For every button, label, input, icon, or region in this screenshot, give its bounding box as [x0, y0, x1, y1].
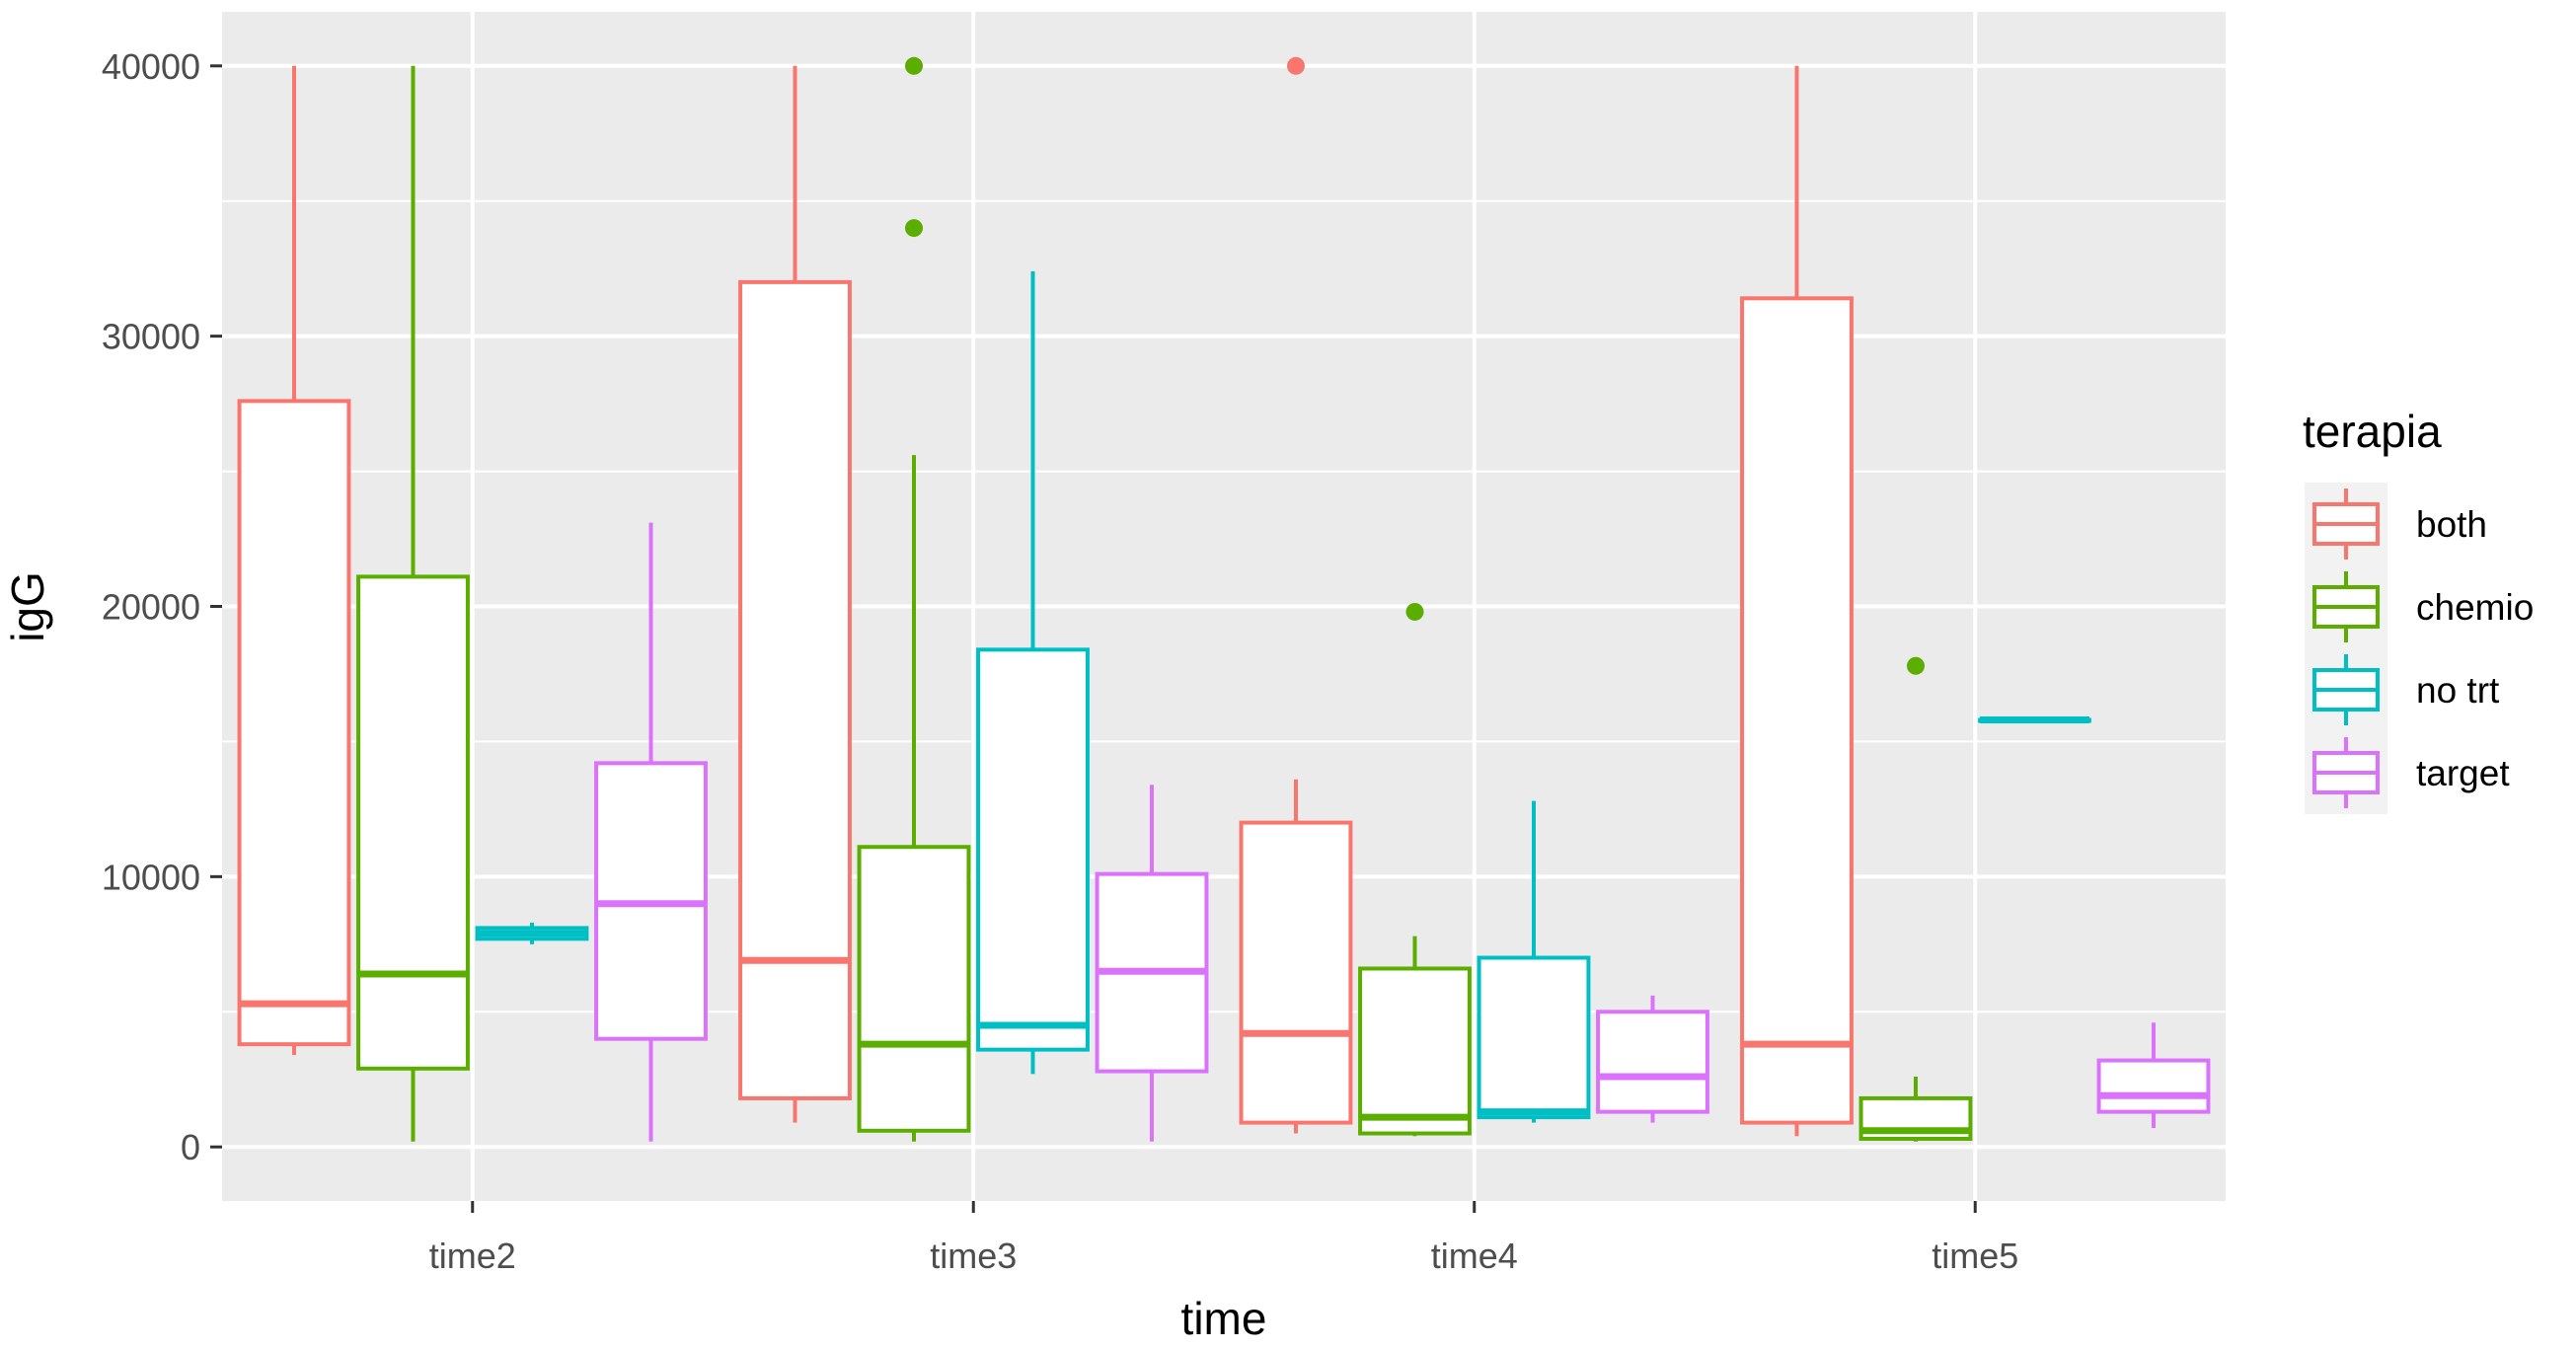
box-iqr [237, 399, 351, 1047]
box-no-trt-time3 [976, 270, 1090, 1075]
legend-keys: both chemio no trt target [2305, 483, 2534, 814]
x-tick-label: time3 [930, 1236, 1017, 1276]
outlier-point [905, 219, 923, 238]
box-target-time2 [594, 522, 708, 1142]
box-both-time2 [237, 65, 351, 1056]
outlier-point [1907, 656, 1925, 675]
box-chemio-time2 [356, 65, 470, 1142]
box-series [237, 56, 2211, 1142]
box-iqr [1358, 966, 1472, 1136]
outlier-point [1405, 602, 1424, 621]
box-chemio-time3 [857, 56, 971, 1142]
y-tick-label: 10000 [102, 857, 200, 897]
box-iqr [2096, 1058, 2211, 1114]
box-target-time5 [2096, 1022, 2211, 1129]
box-both-time4 [1239, 56, 1353, 1134]
x-tick-label: time5 [1932, 1236, 2018, 1276]
y-tick-label: 30000 [102, 317, 200, 357]
legend-item-chemio: chemio [2305, 565, 2534, 648]
box-no-trt-time2 [475, 922, 589, 944]
box-target-time3 [1095, 785, 1209, 1142]
x-axis-title: time [1181, 1293, 1267, 1344]
legend: terapia both chemio no trt target [2303, 406, 2534, 814]
y-tick-label: 0 [181, 1127, 200, 1167]
outlier-point [1287, 56, 1305, 75]
box-chemio-time5 [1858, 656, 1973, 1142]
box-chemio-time4 [1358, 602, 1472, 1137]
legend-label: no trt [2416, 670, 2500, 711]
box-iqr [1740, 296, 1854, 1125]
y-tick-label: 20000 [102, 587, 200, 628]
legend-item-target: target [2305, 731, 2510, 814]
box-iqr [857, 845, 971, 1133]
x-tick-label: time2 [429, 1236, 516, 1276]
box-both-time3 [738, 65, 852, 1123]
y-tick-label: 40000 [102, 46, 200, 87]
legend-item-both: both [2305, 483, 2487, 565]
box-iqr [1239, 820, 1353, 1125]
outlier-point [905, 56, 923, 75]
gridlines [222, 12, 2226, 1201]
legend-label: both [2416, 504, 2487, 545]
y-axis-title: igG [2, 571, 53, 642]
x-tick-label: time4 [1431, 1236, 1518, 1276]
box-no-trt-time5 [1978, 716, 2091, 724]
legend-label: target [2416, 753, 2510, 793]
axes: 0 10000 20000 30000 40000 time2 time3 time4 time… [102, 46, 2018, 1276]
box-iqr [356, 574, 470, 1071]
box-iqr [1477, 955, 1591, 1120]
box-iqr [738, 279, 852, 1100]
legend-item-no-trt: no trt [2305, 648, 2500, 731]
legend-title: terapia [2303, 406, 2442, 457]
legend-label: chemio [2416, 587, 2534, 628]
box-iqr [1596, 1010, 1709, 1114]
box-no-trt-time4 [1477, 800, 1591, 1123]
box-target-time4 [1596, 995, 1709, 1123]
box-iqr [976, 647, 1090, 1052]
box-both-time5 [1740, 65, 1854, 1137]
